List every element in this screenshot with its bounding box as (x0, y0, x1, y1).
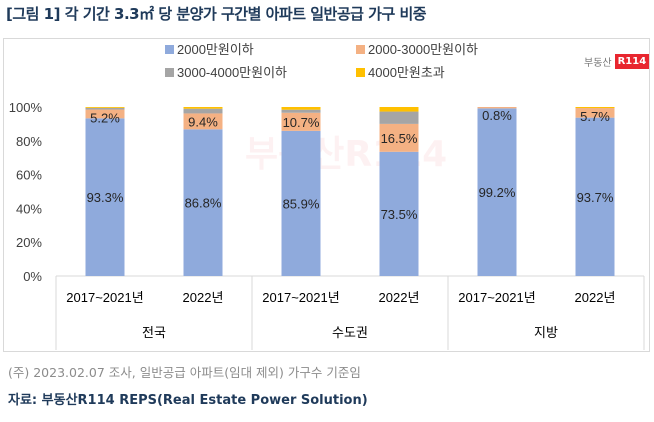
category-label: 2022년 (183, 290, 224, 305)
data-label: 9.4% (188, 114, 218, 129)
group-label: 수도권 (332, 326, 368, 341)
bar-segment (183, 108, 223, 114)
bar-segment (85, 107, 125, 110)
logo-badge: R114 (614, 54, 650, 69)
legend-label: 4000만원초과 (368, 65, 445, 80)
legend-label: 2000-3000만원이하 (368, 42, 478, 57)
data-label: 5.2% (90, 111, 120, 126)
bar-segment (183, 129, 223, 276)
bar-segment (85, 107, 125, 108)
data-label: 93.7% (577, 190, 614, 205)
legend-label: 2000만원이하 (177, 42, 254, 57)
data-label: 10.7% (283, 115, 320, 130)
group-label: 전국 (142, 326, 166, 341)
footnote: (주) 2023.02.07 조사, 일반공급 아파트(임대 제외) 가구수 기… (8, 365, 361, 380)
y-tick-label: 100% (9, 100, 43, 115)
data-label: 85.9% (283, 196, 320, 211)
data-label: 99.2% (479, 185, 516, 200)
group-label: 지방 (534, 326, 558, 341)
y-tick-label: 80% (16, 134, 42, 149)
legend-swatch (356, 68, 365, 77)
bar-segment (183, 113, 223, 130)
bar-segment (379, 111, 419, 124)
data-label: 86.8% (185, 196, 222, 211)
y-tick-label: 60% (16, 168, 42, 183)
bar-segment (281, 107, 321, 110)
bar-segment (281, 109, 321, 113)
data-label: 93.3% (87, 190, 124, 205)
data-label: 16.5% (381, 131, 418, 146)
legend-swatch (356, 45, 365, 54)
bar-segment (281, 112, 321, 131)
category-label: 2022년 (379, 290, 420, 305)
chart-title: [그림 1] 각 기간 3.3㎡ 당 분양가 구간별 아파트 일반공급 가구 비… (6, 5, 427, 23)
legend-swatch (165, 68, 174, 77)
bar-segment (575, 117, 615, 276)
y-tick-label: 20% (16, 235, 42, 250)
y-tick-label: 40% (16, 201, 42, 216)
bar-segment (379, 151, 419, 276)
bar-segment (477, 107, 517, 109)
category-label: 2017~2021년 (262, 290, 339, 305)
bar-segment (85, 118, 125, 276)
legend-swatch (165, 45, 174, 54)
bar-segment (281, 130, 321, 276)
data-label: 73.5% (381, 207, 418, 222)
logo-text: 부동산 (584, 58, 612, 69)
bar-segment (477, 108, 517, 277)
category-label: 2017~2021년 (66, 290, 143, 305)
data-label: 0.8% (482, 108, 512, 123)
bar-segment (575, 108, 615, 118)
category-label: 2017~2021년 (458, 290, 535, 305)
chart-frame (3, 38, 650, 352)
y-tick-label: 0% (23, 269, 42, 284)
bar-segment (379, 123, 419, 152)
bar-segment (379, 107, 419, 112)
bar-segment (575, 107, 615, 109)
bar-segment (85, 109, 125, 119)
source-note: 자료: 부동산R114 REPS(Real Estate Power Solut… (8, 393, 368, 408)
bar-segment (183, 107, 223, 109)
brand-logo: 부동산 R114 (584, 54, 650, 69)
category-label: 2022년 (575, 290, 616, 305)
legend-label: 3000-4000만원이하 (177, 65, 287, 80)
data-label: 5.7% (580, 109, 610, 124)
